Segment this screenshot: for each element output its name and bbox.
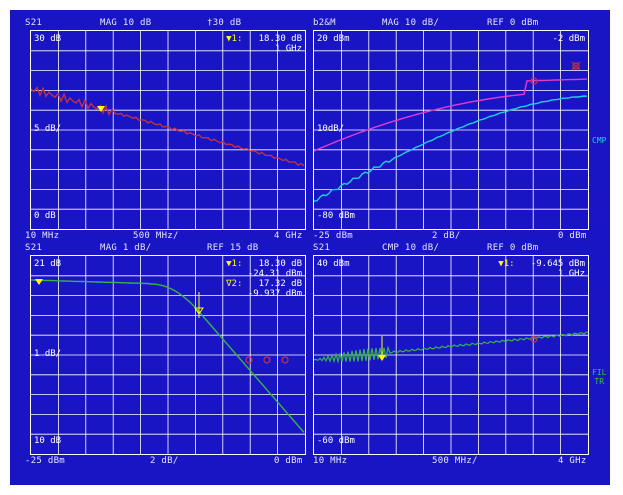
bottom-right-marker-readout: ▼1: -9.645 dBm 1 GHz <box>498 259 585 279</box>
marker-1-value: -9.645 dBm <box>530 259 585 269</box>
marker-1-label: ▼1: <box>226 259 243 269</box>
pane-top-right: 20 dBm 10dB/ -80 dBm -2 dBm <box>313 30 589 230</box>
marker-1-freq: 1 GHz <box>557 269 585 279</box>
top-left-y-scale: 5 dB/ <box>34 124 62 134</box>
plot-top-left <box>31 31 305 229</box>
marker-circle <box>530 335 538 343</box>
marker-1-freq: 1 GHz <box>274 44 302 54</box>
pane-bottom-right: 40 dBm -60 dBm ▼1: -9.645 dBm 1 GHz <box>313 255 589 455</box>
top-right-marker-top: -2 dBm <box>552 34 585 44</box>
bottom-left-y-mid: 1 dB/ <box>34 349 62 359</box>
trace-s21-red <box>31 86 305 167</box>
bottom-left-format: MAG 1 dB/ <box>100 243 152 253</box>
marker-1-power: -24.31 dBm <box>247 269 302 279</box>
top-right-ref: REF 0 dBm <box>487 18 539 28</box>
top-right-x-start: -25 dBm <box>313 231 354 241</box>
marker-1-triangle <box>35 279 43 285</box>
top-left-ref: †30 dB <box>207 18 242 28</box>
top-right-y-top: 20 dBm <box>317 34 350 44</box>
bottom-left-marker-readout: ▼1: 18.30 dB -24.31 dBm ∇2: 17.32 dB -9.… <box>226 259 302 299</box>
bottom-left-y-bottom: 10 dB <box>34 436 62 446</box>
bottom-left-ref: REF 15 dB <box>207 243 259 253</box>
top-right-format: MAG 10 dB/ <box>382 18 440 28</box>
bottom-right-x-start: 10 MHz <box>313 456 348 466</box>
marker-1-label: ▼1: <box>498 259 515 269</box>
trace-b2-magenta <box>314 78 588 152</box>
top-left-marker-readout: ▼1: 18.30 dB 1 GHz <box>226 34 302 54</box>
marker-2-power: -9.937 dBm <box>247 289 302 299</box>
top-left-y-top: 30 dB <box>34 34 62 44</box>
trace-cmp-cyan <box>314 95 588 202</box>
plot-top-right <box>314 31 588 229</box>
marker-circle <box>263 356 271 364</box>
top-left-y-bottom: 0 dB <box>34 211 56 221</box>
marker-circle <box>281 356 289 364</box>
analyzer-screen: S21 MAG 10 dB †30 dB b2&M MAG 10 dB/ REF… <box>10 10 610 485</box>
marker-cross <box>571 61 581 71</box>
marker-2-label: ∇2: <box>226 279 243 289</box>
bottom-right-ref: REF 0 dBm <box>487 243 539 253</box>
bottom-right-y-top: 40 dBm <box>317 259 350 269</box>
bottom-right-x-stop: 4 GHz <box>558 456 587 466</box>
top-left-x-start: 10 MHz <box>25 231 60 241</box>
marker-2-value: 17.32 dB <box>258 279 302 289</box>
marker-1-value: 18.30 dB <box>258 259 302 269</box>
marker-1-value: 18.30 dB <box>258 34 302 44</box>
top-right-x-div: 2 dB/ <box>432 231 461 241</box>
trace-cmp-green <box>314 331 588 364</box>
top-right-y-bottom: -80 dBm <box>317 211 355 221</box>
top-left-param: S21 <box>25 18 43 28</box>
bottom-right-format: CMP 10 dB/ <box>382 243 440 253</box>
pane-bottom-left: 21 dB 1 dB/ 10 dB ▼1: 18.30 dB -24.31 dB… <box>30 255 306 455</box>
top-left-x-stop: 4 GHz <box>274 231 303 241</box>
marker-circle <box>572 62 580 70</box>
trace-s21-green <box>31 279 305 433</box>
marker-2-triangle <box>194 307 204 315</box>
plot-bottom-right <box>314 256 588 454</box>
fil-side-label: FIL TR <box>592 368 607 386</box>
marker-1-label: ▼1: <box>226 34 243 44</box>
bottom-right-y-bottom: -60 dBm <box>317 436 355 446</box>
plot-bottom-left <box>31 256 305 454</box>
top-left-format: MAG 10 dB <box>100 18 152 28</box>
top-left-x-div: 500 MHz/ <box>133 231 179 241</box>
bottom-left-param: S21 <box>25 243 43 253</box>
cmp-side-label: CMP <box>592 136 607 145</box>
bottom-right-param: S21 <box>313 243 331 253</box>
marker-circle <box>530 77 538 85</box>
bottom-left-x-stop: 0 dBm <box>274 456 303 466</box>
pane-top-left: 30 dB 5 dB/ 0 dB ▼1: 18.30 dB 1 GHz <box>30 30 306 230</box>
bottom-left-y-top: 21 dB <box>34 259 62 269</box>
marker-circle <box>245 356 253 364</box>
bottom-left-x-start: -25 dBm <box>25 456 66 466</box>
bottom-left-x-div: 2 dB/ <box>150 456 179 466</box>
top-right-y-mid: 10dB/ <box>317 124 345 134</box>
top-right-param: b2&M <box>313 18 336 28</box>
bottom-right-x-div: 500 MHz/ <box>432 456 478 466</box>
marker-1-triangle <box>97 106 105 112</box>
top-right-x-stop: 0 dBm <box>558 231 587 241</box>
marker-1-triangle <box>378 355 386 361</box>
